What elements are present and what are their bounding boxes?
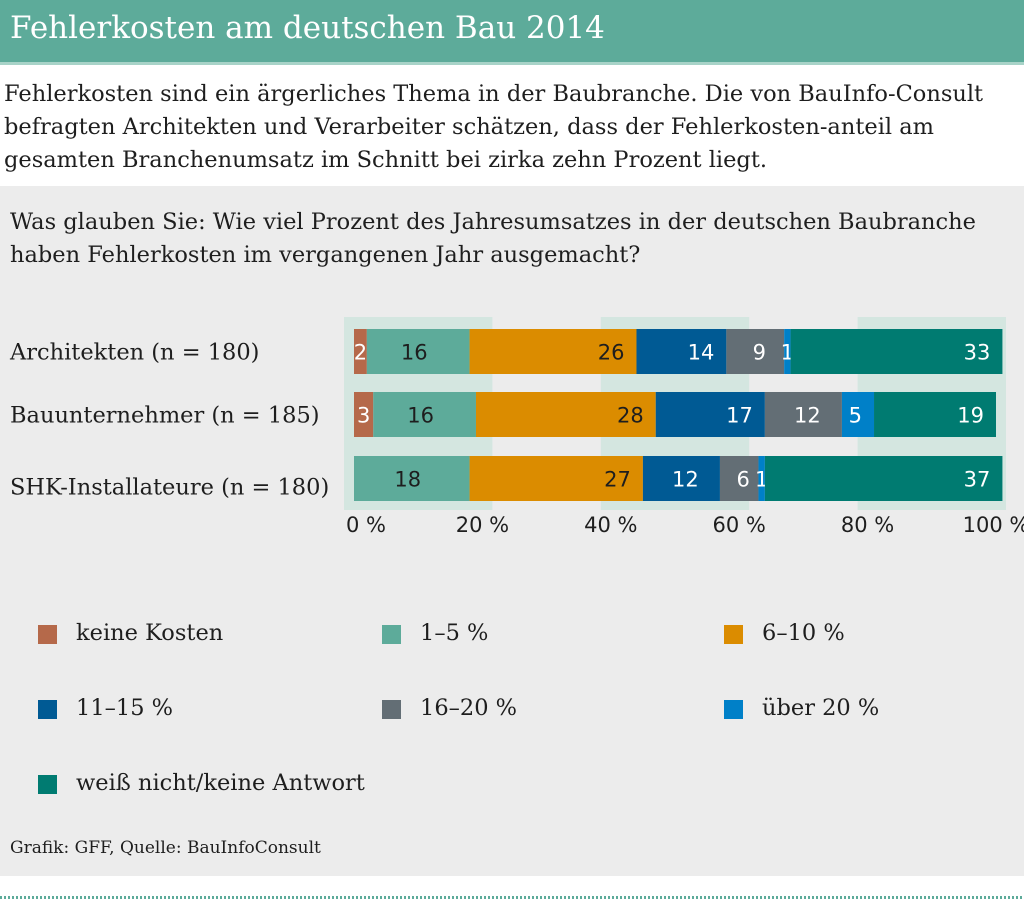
bar-segment	[354, 329, 367, 374]
bar-value-label: 16	[401, 341, 428, 365]
legend-swatch	[724, 625, 743, 644]
bar-segment	[764, 456, 1003, 501]
bar-value-label: 5	[849, 404, 862, 428]
bar-value-label: 14	[688, 341, 715, 365]
bar-value-label: 19	[957, 404, 984, 428]
bar-segment	[758, 456, 765, 501]
bar-segment	[726, 329, 785, 374]
bar-value-label: 18	[394, 468, 421, 492]
bar-segment	[373, 392, 476, 437]
bar-segment	[764, 392, 842, 437]
x-tick-label: 0 %	[346, 513, 386, 537]
category-label: SHK-Installateure (n = 180)	[10, 475, 329, 501]
bar-segment	[469, 329, 637, 374]
legend-item: 1–5 %	[382, 620, 488, 646]
survey-question: Was glauben Sie: Wie viel Prozent des Ja…	[10, 209, 976, 268]
bar-value-label: 27	[604, 468, 631, 492]
legend-label: weiß nicht/keine Antwort	[76, 770, 365, 796]
bar-segment	[841, 392, 875, 437]
legend-label: keine Kosten	[76, 620, 224, 646]
stacked-bar-chart: Architekten (n = 180) Bauunternehmer (n =…	[9, 317, 1024, 537]
bar-value-label: 17	[726, 404, 753, 428]
chart-title: Fehlerkosten am deutschen Bau 2014	[10, 10, 605, 46]
bar-segment	[354, 456, 470, 501]
category-label: Architekten (n = 180)	[9, 340, 259, 366]
legend-label: über 20 %	[762, 695, 880, 721]
bar-segment	[354, 392, 374, 437]
source-credit: Grafik: GFF, Quelle: BauInfoConsult	[10, 838, 321, 858]
bar-segment	[475, 392, 656, 437]
legend-label: 16–20 %	[420, 695, 518, 721]
bar-value-label: 6	[737, 468, 750, 492]
legend-item: keine Kosten	[38, 620, 223, 646]
bar-segment	[642, 456, 720, 501]
dotted-divider	[0, 896, 1024, 899]
x-tick-label: 100 %	[963, 513, 1024, 537]
bar-value-label: 3	[357, 404, 370, 428]
bar-segment	[655, 392, 765, 437]
legend-swatch	[38, 700, 57, 719]
bar-value-label: 28	[617, 404, 644, 428]
category-label: Bauunternehmer (n = 185)	[10, 403, 320, 429]
bar-value-label: 12	[672, 468, 699, 492]
legend-label: 11–15 %	[76, 695, 174, 721]
bar-segment	[784, 329, 791, 374]
legend-swatch	[38, 625, 57, 644]
bar-segment	[469, 456, 643, 501]
bar-value-label: 2	[354, 341, 367, 365]
legend-label: 1–5 %	[420, 620, 489, 646]
legend-label: 6–10 %	[762, 620, 845, 646]
legend-swatch	[724, 700, 743, 719]
chart-panel	[0, 186, 1024, 876]
legend-item: 6–10 %	[724, 620, 845, 646]
intro-text: Fehlerkosten sind ein ärgerliches Thema …	[4, 81, 984, 173]
header-divider	[0, 62, 1024, 65]
bar-value-label: 9	[753, 341, 766, 365]
legend-item: 16–20 %	[382, 695, 517, 721]
legend-item: 11–15 %	[38, 695, 173, 721]
bar-value-label: 37	[964, 468, 991, 492]
bar-value-label: 26	[598, 341, 625, 365]
x-tick-label: 60 %	[713, 513, 766, 537]
legend-swatch	[38, 775, 57, 794]
bar-segment	[636, 329, 727, 374]
bar-segment	[874, 392, 996, 437]
bar-segment	[366, 329, 470, 374]
bar-value-label: 33	[964, 341, 991, 365]
bar-segment	[790, 329, 1003, 374]
bar-value-label: 16	[407, 404, 434, 428]
bar-segment	[719, 456, 759, 501]
legend-swatch	[382, 700, 401, 719]
x-tick-label: 40 %	[584, 513, 637, 537]
x-tick-label: 80 %	[841, 513, 894, 537]
x-tick-label: 20 %	[456, 513, 509, 537]
legend-item: weiß nicht/keine Antwort	[38, 770, 365, 796]
legend-swatch	[382, 625, 401, 644]
header-bar	[0, 0, 1024, 62]
bar-value-label: 12	[794, 404, 821, 428]
legend-item: über 20 %	[724, 695, 879, 721]
